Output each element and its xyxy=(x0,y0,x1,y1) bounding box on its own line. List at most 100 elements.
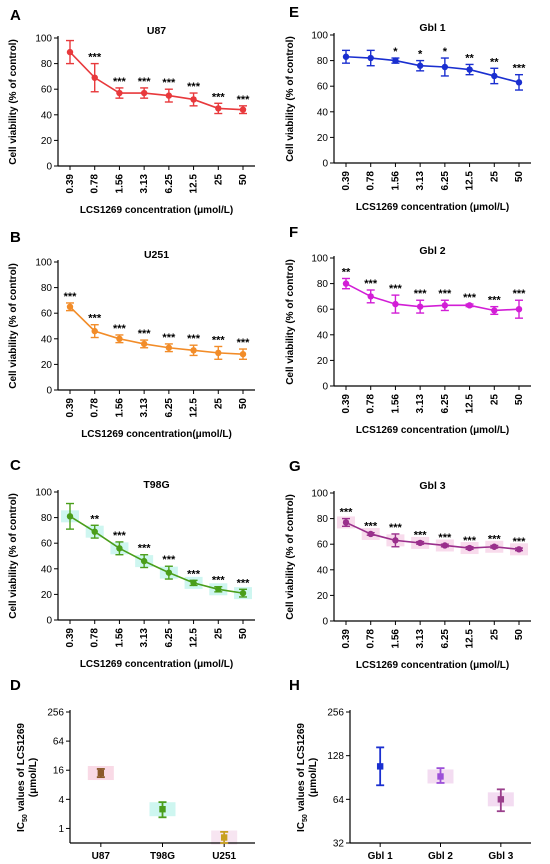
data-point xyxy=(441,542,449,549)
x-axis-label: LCS1269 concentration (μmol/L) xyxy=(80,205,233,216)
y-tick-label: 256 xyxy=(47,708,64,719)
chart-title: U87 xyxy=(147,25,166,37)
significance-label: *** xyxy=(513,288,527,300)
significance-label: *** xyxy=(389,522,403,534)
data-point xyxy=(367,54,374,62)
y-tick-label: 60 xyxy=(41,539,53,550)
panel-h: H 32 64 128 256 Gbl 1 Gbl 2 Gbl 3 IC50 values of… xyxy=(289,677,531,862)
y-tick-label: 20 xyxy=(41,590,53,601)
y-tick-label: 256 xyxy=(327,708,344,719)
x-tick-label: 1.56 xyxy=(390,171,401,191)
significance-label: *** xyxy=(414,530,428,542)
data-point xyxy=(190,96,197,103)
significance-label: *** xyxy=(187,81,201,93)
y-axis-label: Cell viability (% of control) xyxy=(285,36,296,162)
x-axis-label: LCS1269 concentration (μmol/L) xyxy=(356,425,509,436)
data-point xyxy=(416,303,424,310)
y-tick-label: 100 xyxy=(311,489,328,500)
data-point xyxy=(91,74,98,81)
y-tick-label: 0 xyxy=(46,616,52,627)
x-tick-label: 6.25 xyxy=(164,398,175,418)
data-point xyxy=(215,105,222,112)
chart-title: Gbl 1 xyxy=(419,22,445,34)
data-point xyxy=(66,513,74,520)
series-line xyxy=(69,306,244,355)
significance-label: *** xyxy=(187,333,201,345)
panel-g: G Gbl 3 0 20 40 60 80 100 0.39 0.78 1.56 3.13 6.25 12… xyxy=(285,458,531,671)
data-point xyxy=(497,796,505,803)
data-point xyxy=(116,335,123,342)
y-tick-label: 40 xyxy=(41,334,53,345)
significance-label: *** xyxy=(513,63,527,75)
y-tick-label: 100 xyxy=(35,488,52,499)
data-point xyxy=(116,545,123,552)
data-point xyxy=(342,519,350,526)
data-point xyxy=(165,344,173,351)
y-axis-label: Cell viability (% of control) xyxy=(285,259,296,385)
y-axis-unit: (μmol/L) xyxy=(28,758,39,797)
y-tick-label: 60 xyxy=(317,305,329,316)
panel-letter: A xyxy=(10,7,21,24)
data-point xyxy=(491,543,498,550)
significance-label: *** xyxy=(162,77,176,89)
data-point xyxy=(416,62,424,69)
x-tick-label: 0.78 xyxy=(366,394,377,414)
significance-label: * xyxy=(443,46,448,58)
x-tick-label: 1.56 xyxy=(390,394,401,414)
data-point xyxy=(215,349,222,357)
data-point xyxy=(116,89,123,97)
x-tick-label: T98G xyxy=(150,851,175,862)
significance-label: *** xyxy=(389,283,403,295)
panel-e: E Gbl 1 0 20 40 60 80 100 0.39 0.78 1.56 3.13 6.25 12… xyxy=(285,4,531,213)
x-tick-label: 0.39 xyxy=(65,628,76,648)
y-tick-label: 32 xyxy=(333,839,345,850)
x-tick-label: 6.25 xyxy=(440,629,451,649)
x-tick-label: 0.78 xyxy=(90,174,101,194)
x-tick-label: 6.25 xyxy=(164,628,175,648)
significance-label: *** xyxy=(88,313,102,325)
x-tick-label: 50 xyxy=(238,398,249,410)
data-point xyxy=(91,528,98,535)
significance-label: *** xyxy=(237,337,251,349)
y-axis-unit: (μmol/L) xyxy=(308,758,319,797)
x-tick-label: 0.39 xyxy=(341,394,352,414)
x-tick-label: 0.39 xyxy=(341,171,352,191)
y-tick-label: 1 xyxy=(58,824,64,835)
y-tick-label: 40 xyxy=(317,107,329,118)
y-axis-label: Cell viability (% of control) xyxy=(8,493,19,619)
significance-label: ** xyxy=(490,56,499,68)
y-axis-label: IC50 values of LCS1269 xyxy=(296,723,309,832)
data-point xyxy=(165,92,173,99)
x-tick-label: 50 xyxy=(238,174,249,186)
panel-b: B U251 0 20 40 60 80 100 0.39 0.78 1.56 3.13 6.25 12.… xyxy=(8,229,255,440)
data-point xyxy=(97,769,105,777)
y-tick-label: 20 xyxy=(317,133,329,144)
x-tick-label: 12.5 xyxy=(465,394,476,414)
y-tick-label: 40 xyxy=(41,564,53,575)
x-tick-label: 3.13 xyxy=(139,628,150,648)
panel-c: C T98G 0 20 40 60 80 100 0.39 0.78 1.56 3.13 6.25 12.… xyxy=(8,457,255,670)
x-tick-label: 6.25 xyxy=(164,174,175,194)
data-point xyxy=(515,306,523,313)
y-axis-label: Cell viability (% of control) xyxy=(8,39,19,165)
data-point xyxy=(91,327,98,335)
series-line xyxy=(69,515,244,594)
data-point xyxy=(239,589,247,597)
significance-label: *** xyxy=(212,334,226,346)
significance-label: *** xyxy=(438,532,452,544)
x-tick-label: 12.5 xyxy=(465,629,476,649)
series-line xyxy=(345,282,520,312)
significance-label: *** xyxy=(364,521,378,533)
x-tick-label: 25 xyxy=(489,171,500,183)
y-tick-label: 60 xyxy=(41,309,53,320)
data-point xyxy=(165,569,173,576)
chart-title: Gbl 3 xyxy=(419,480,445,492)
significance-label: * xyxy=(393,46,398,58)
x-tick-label: 25 xyxy=(213,628,224,640)
y-tick-label: 60 xyxy=(317,82,329,93)
data-point xyxy=(190,347,197,354)
x-tick-label: 12.5 xyxy=(189,398,200,418)
panel-d: D 1 4 16 64 256 U87 T98G U251 IC50 values of LCS1… xyxy=(10,677,255,862)
data-point xyxy=(66,303,74,310)
